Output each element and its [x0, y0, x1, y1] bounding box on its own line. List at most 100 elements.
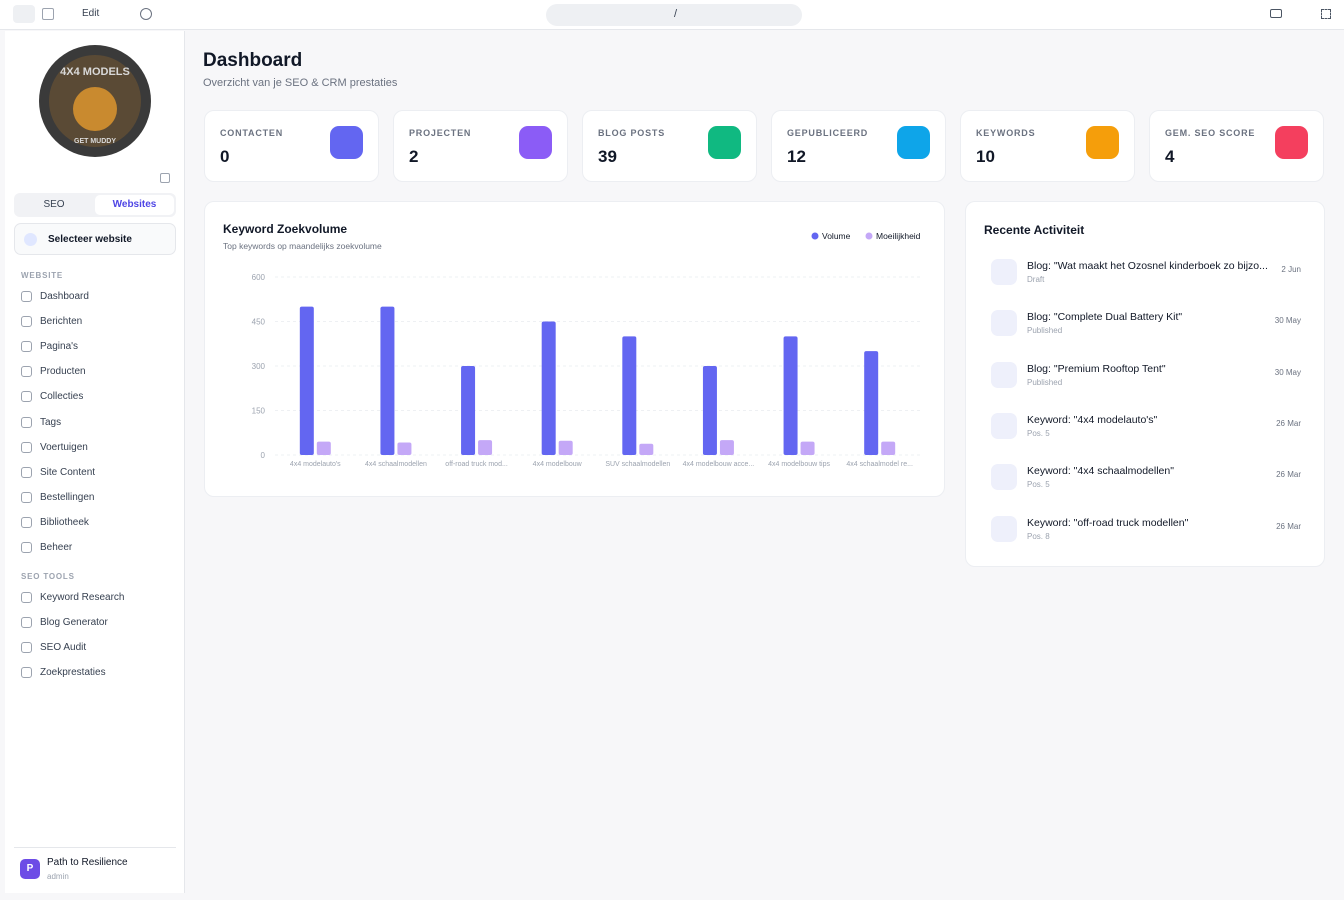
nav-item[interactable]: Zoekprestaties — [21, 667, 106, 679]
activity-item[interactable]: Blog: "Wat maakt het Ozosnel kinderboek … — [966, 257, 1326, 297]
nav-label: Collecties — [40, 391, 84, 403]
site-select[interactable]: Selecteer website — [14, 223, 176, 255]
legend-label: Volume — [822, 231, 851, 241]
activity-status: Pos. 8 — [1027, 531, 1050, 541]
activity-title: Keyword: "4x4 schaalmodellen" — [1027, 465, 1174, 478]
nav-label: Voertuigen — [40, 441, 88, 453]
stat-label: PROJECTEN — [409, 128, 472, 138]
activity-status: Pos. 5 — [1027, 480, 1050, 490]
activity-item[interactable]: Blog: "Complete Dual Battery Kit" Publish… — [966, 308, 1326, 348]
view-grid[interactable] — [42, 8, 54, 20]
theme-button[interactable] — [140, 8, 152, 20]
stat-value: 0 — [220, 147, 230, 166]
logo: 4X4 MODELS GET MUDDY — [39, 45, 151, 157]
activity-item[interactable]: Keyword: "off-road truck modellen" Pos. 8… — [966, 514, 1326, 554]
y-tick-label: 300 — [252, 362, 266, 371]
nav-item[interactable]: Blog Generator — [21, 617, 108, 629]
stat-label: KEYWORDS — [976, 128, 1036, 138]
nav-item[interactable]: Berichten — [21, 316, 82, 328]
url-bar[interactable]: / — [546, 4, 802, 26]
bar — [541, 321, 556, 455]
legend-swatch — [811, 232, 819, 240]
x-tick-label: SUV schaalmodellen — [605, 461, 670, 468]
nav-label: Blog Generator — [40, 617, 108, 629]
device-button[interactable] — [1270, 9, 1282, 18]
activity-item[interactable]: Keyword: "4x4 schaalmodellen" Pos. 5 26 Ma… — [966, 462, 1326, 502]
stat-value: 4 — [1165, 147, 1175, 166]
activity-date: 26 Mar — [1276, 521, 1301, 531]
nav-item[interactable]: Voertuigen — [21, 441, 88, 453]
nav-item[interactable]: Beheer — [21, 542, 72, 553]
stat-label: BLOG POSTS — [598, 128, 666, 138]
activity-item[interactable]: Keyword: "4x4 modelauto's" Pos. 5 26 Mar — [966, 411, 1326, 451]
nav-label: Bestellingen — [40, 491, 95, 503]
url: / — [674, 8, 678, 20]
activity-icon — [991, 310, 1017, 337]
nav-item[interactable]: Dashboard — [21, 291, 89, 302]
nav-item[interactable]: Collecties — [21, 391, 84, 403]
y-tick-label: 150 — [252, 407, 266, 416]
bar — [558, 440, 573, 455]
nav-label: Keyword Research — [40, 592, 125, 604]
activity-title: Keyword: "4x4 modelauto's" — [1027, 413, 1158, 426]
nav-item[interactable]: Bibliotheek — [21, 516, 89, 528]
stat-value: 39 — [598, 147, 617, 166]
activity-icon — [991, 259, 1017, 285]
bar — [881, 441, 896, 455]
stat-card: CONTACTEN 0 — [204, 110, 379, 182]
nav-section: WEBSITE — [21, 271, 64, 280]
sidebar: 4X4 MODELS GET MUDDY SEO Websites Select… — [5, 31, 185, 893]
activity-title: Blog: "Complete Dual Battery Kit" — [1027, 311, 1183, 324]
fullscreen-button[interactable] — [1321, 9, 1331, 19]
nav-label: Producten — [40, 366, 86, 378]
y-tick-label: 600 — [252, 273, 266, 282]
logo-text: 4X4 MODELS — [60, 66, 130, 78]
activity-title: Blog: "Wat maakt het Ozosnel kinderboek … — [1027, 260, 1268, 272]
collapse-button[interactable] — [160, 173, 170, 183]
tab-active[interactable]: Websites — [95, 195, 174, 215]
bar — [461, 366, 476, 455]
nav-item[interactable]: Site Content — [21, 466, 96, 478]
bar — [783, 336, 798, 455]
stat-label: GEPUBLICEERD — [787, 128, 869, 138]
x-tick-label: 4x4 modelbouw tips — [768, 461, 830, 468]
x-tick-label: 4x4 schaalmodellen — [365, 461, 427, 468]
toolbar: Edit / — [0, 0, 1344, 30]
stat-label: CONTACTEN — [220, 128, 284, 138]
stat-icon — [1275, 126, 1308, 159]
activity-date: 2 Jun — [1281, 265, 1301, 274]
nav-item[interactable]: Tags — [21, 416, 62, 428]
bar — [864, 351, 879, 455]
page-subtitle: Overzicht van je SEO & CRM prestaties — [203, 77, 398, 89]
nav-item[interactable]: Producten — [21, 366, 86, 378]
nav-item[interactable]: Bestellingen — [21, 491, 95, 503]
edit-button[interactable]: Edit — [82, 8, 100, 19]
y-tick-label: 450 — [252, 318, 266, 327]
activity-status: Draft — [1027, 275, 1045, 284]
activity-status: Pos. 5 — [1027, 428, 1050, 438]
activity-date: 30 May — [1274, 316, 1301, 326]
activity-icon — [991, 515, 1017, 542]
y-tick-label: 0 — [261, 451, 266, 460]
nav-label: Site Content — [40, 466, 96, 478]
nav-item[interactable]: SEO Audit — [21, 642, 86, 654]
tabs: SEO Websites — [14, 193, 176, 217]
user-avatar: P — [20, 859, 40, 879]
activity-title: Recente Activiteit — [984, 223, 1085, 237]
page-title: Dashboard — [203, 50, 303, 71]
nav-item[interactable]: Keyword Research — [21, 592, 125, 604]
tab[interactable]: SEO — [43, 199, 65, 210]
view-single[interactable] — [13, 5, 35, 23]
stat-value: 10 — [976, 147, 995, 166]
activity-item[interactable]: Blog: "Premium Rooftop Tent" Published 30 … — [966, 360, 1326, 400]
activity-status: Published — [1027, 326, 1063, 336]
nav-item[interactable]: Pagina's — [21, 341, 78, 353]
nav-label: Tags — [40, 416, 62, 428]
activity-icon — [991, 464, 1017, 491]
x-tick-label: 4x4 modelbouw — [533, 461, 583, 468]
nav-label: Dashboard — [40, 291, 89, 302]
x-tick-label: off-road truck mod... — [445, 461, 508, 468]
x-tick-label: 4x4 modelauto's — [290, 461, 341, 468]
stat-value: 2 — [409, 147, 419, 166]
bar — [800, 441, 815, 455]
